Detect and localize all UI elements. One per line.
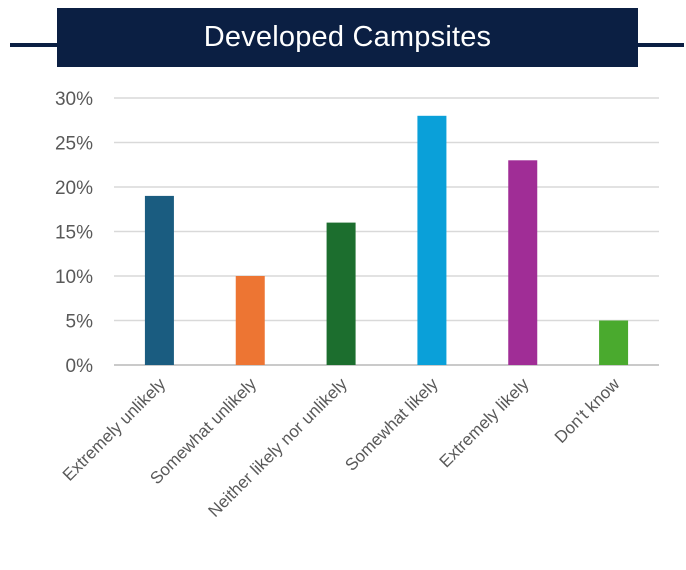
title-rule-right: [636, 43, 684, 47]
y-tick-label: 25%: [55, 134, 93, 155]
y-axis-tick-labels: 0% 5% 10% 15% 20% 25% 30%: [55, 89, 93, 377]
y-tick-label: 20%: [55, 178, 93, 199]
bars: [144, 115, 629, 365]
x-tick-label: Extremely likely: [436, 374, 533, 471]
gridlines: [114, 97, 659, 366]
bar: [326, 222, 356, 365]
y-tick-label: 30%: [55, 89, 93, 110]
bar: [599, 320, 629, 365]
chart-title: Developed Campsites: [57, 8, 638, 67]
x-tick-label: Don't know: [551, 374, 624, 447]
bar: [235, 276, 265, 365]
title-rule-left: [10, 43, 60, 47]
y-tick-label: 10%: [55, 267, 93, 288]
bar: [508, 160, 538, 365]
y-tick-label: 5%: [66, 312, 94, 333]
x-tick-label: Somewhat likely: [341, 374, 442, 475]
y-tick-label: 0%: [66, 356, 94, 377]
y-tick-label: 15%: [55, 223, 93, 244]
bar: [417, 115, 447, 365]
bar: [144, 195, 174, 365]
